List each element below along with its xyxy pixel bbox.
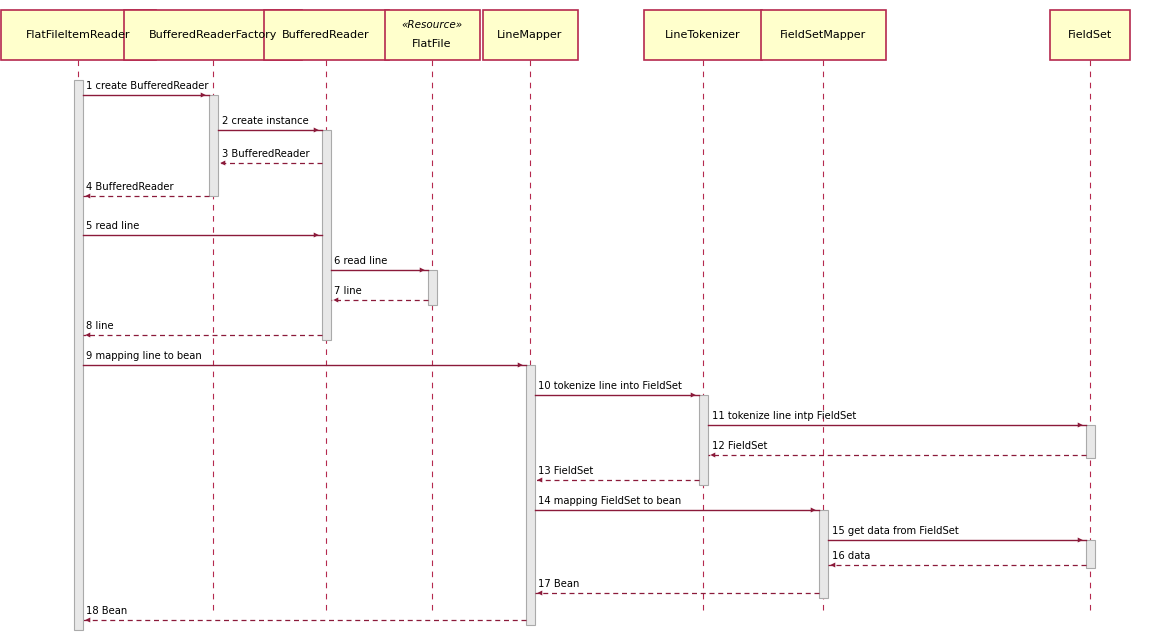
Bar (483, 10, 578, 60)
Text: FlatFileItemReader: FlatFileItemReader (26, 30, 130, 40)
Text: 12 FieldSet: 12 FieldSet (711, 441, 767, 451)
Text: «Resource»: «Resource» (401, 20, 463, 30)
Bar (428, 270, 436, 305)
Bar (0, 10, 155, 60)
Bar (384, 10, 479, 60)
Text: 6 read line: 6 read line (334, 256, 387, 266)
Text: LineTokenizer: LineTokenizer (665, 30, 741, 40)
Text: LineMapper: LineMapper (498, 30, 563, 40)
Bar (1050, 10, 1130, 60)
Text: 5 read line: 5 read line (87, 221, 140, 231)
Bar (1086, 540, 1095, 568)
Text: BufferedReaderFactory: BufferedReaderFactory (148, 30, 277, 40)
Bar (761, 10, 885, 60)
Text: 17 Bean: 17 Bean (538, 579, 580, 589)
Bar (1086, 425, 1095, 458)
Text: 3 BufferedReader: 3 BufferedReader (222, 149, 309, 159)
Text: 15 get data from FieldSet: 15 get data from FieldSet (832, 526, 958, 536)
Bar (73, 80, 82, 630)
Bar (698, 395, 708, 485)
Text: 1 create BufferedReader: 1 create BufferedReader (87, 81, 209, 91)
Text: 9 mapping line to bean: 9 mapping line to bean (87, 351, 202, 361)
Text: 16 data: 16 data (832, 551, 870, 561)
Text: 18 Bean: 18 Bean (87, 606, 128, 616)
Text: 10 tokenize line into FieldSet: 10 tokenize line into FieldSet (538, 381, 682, 391)
Bar (644, 10, 762, 60)
Text: FieldSetMapper: FieldSetMapper (780, 30, 867, 40)
Text: 8 line: 8 line (87, 321, 114, 331)
Text: FieldSet: FieldSet (1068, 30, 1112, 40)
Bar (819, 510, 827, 598)
Text: 4 BufferedReader: 4 BufferedReader (87, 182, 174, 192)
Bar (525, 365, 535, 625)
Bar (209, 95, 218, 196)
Text: 14 mapping FieldSet to bean: 14 mapping FieldSet to bean (538, 496, 682, 506)
Text: 13 FieldSet: 13 FieldSet (538, 466, 594, 476)
Bar (321, 130, 331, 340)
Text: 2 create instance: 2 create instance (222, 116, 309, 126)
Text: 7 line: 7 line (334, 286, 362, 296)
Bar (124, 10, 302, 60)
Text: BufferedReader: BufferedReader (282, 30, 370, 40)
Text: 11 tokenize line intp FieldSet: 11 tokenize line intp FieldSet (711, 411, 856, 421)
Text: FlatFile: FlatFile (412, 39, 451, 49)
Bar (263, 10, 389, 60)
